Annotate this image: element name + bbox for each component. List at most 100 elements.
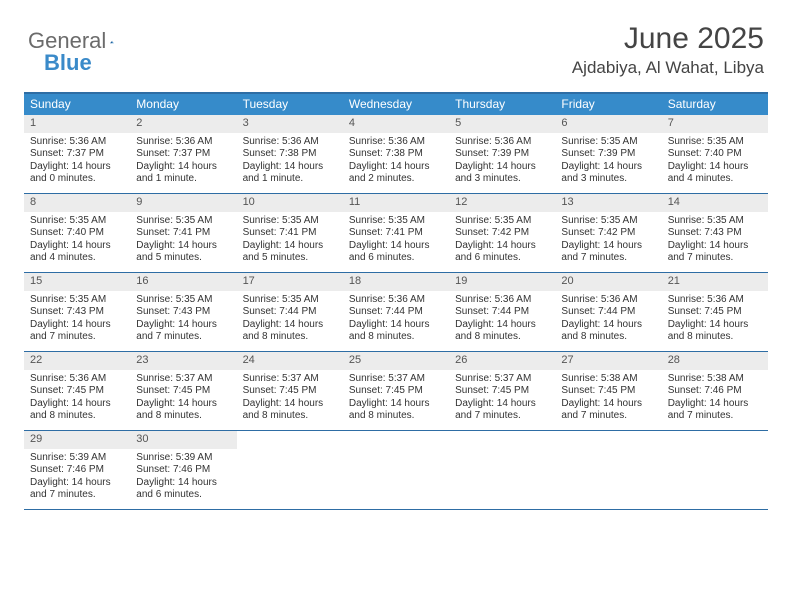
day-details: Sunrise: 5:35 AMSunset: 7:41 PMDaylight:…: [343, 215, 449, 265]
daylight-line: Daylight: 14 hours and 5 minutes.: [243, 240, 337, 265]
day-number: 25: [343, 352, 449, 370]
week-row: 29Sunrise: 5:39 AMSunset: 7:46 PMDayligh…: [24, 431, 768, 510]
month-title: June 2025: [572, 22, 764, 56]
sunrise-line: Sunrise: 5:36 AM: [243, 136, 337, 149]
daylight-line: Daylight: 14 hours and 7 minutes.: [455, 398, 549, 423]
day-cell: [555, 431, 661, 509]
day-cell: 13Sunrise: 5:35 AMSunset: 7:42 PMDayligh…: [555, 194, 661, 272]
day-cell: 3Sunrise: 5:36 AMSunset: 7:38 PMDaylight…: [237, 115, 343, 193]
sunset-line: Sunset: 7:41 PM: [349, 227, 443, 240]
day-cell: 24Sunrise: 5:37 AMSunset: 7:45 PMDayligh…: [237, 352, 343, 430]
sunrise-line: Sunrise: 5:36 AM: [136, 136, 230, 149]
sunrise-line: Sunrise: 5:39 AM: [136, 452, 230, 465]
sunset-line: Sunset: 7:45 PM: [561, 385, 655, 398]
day-number: 7: [662, 115, 768, 133]
sunset-line: Sunset: 7:37 PM: [30, 148, 124, 161]
day-cell: 23Sunrise: 5:37 AMSunset: 7:45 PMDayligh…: [130, 352, 236, 430]
sunset-line: Sunset: 7:43 PM: [668, 227, 762, 240]
day-number: 15: [24, 273, 130, 291]
weekday-saturday: Saturday: [662, 94, 768, 115]
weekday-thursday: Thursday: [449, 94, 555, 115]
weekday-monday: Monday: [130, 94, 236, 115]
sunset-line: Sunset: 7:44 PM: [349, 306, 443, 319]
day-cell: 10Sunrise: 5:35 AMSunset: 7:41 PMDayligh…: [237, 194, 343, 272]
daylight-line: Daylight: 14 hours and 8 minutes.: [455, 319, 549, 344]
sunrise-line: Sunrise: 5:38 AM: [561, 373, 655, 386]
calendar: SundayMondayTuesdayWednesdayThursdayFrid…: [24, 92, 768, 510]
day-details: Sunrise: 5:35 AMSunset: 7:43 PMDaylight:…: [24, 294, 130, 344]
sunset-line: Sunset: 7:44 PM: [243, 306, 337, 319]
day-number: 1: [24, 115, 130, 133]
sunrise-line: Sunrise: 5:35 AM: [243, 215, 337, 228]
day-cell: 14Sunrise: 5:35 AMSunset: 7:43 PMDayligh…: [662, 194, 768, 272]
day-details: Sunrise: 5:36 AMSunset: 7:37 PMDaylight:…: [24, 136, 130, 186]
day-cell: 26Sunrise: 5:37 AMSunset: 7:45 PMDayligh…: [449, 352, 555, 430]
sunrise-line: Sunrise: 5:35 AM: [136, 215, 230, 228]
day-cell: 30Sunrise: 5:39 AMSunset: 7:46 PMDayligh…: [130, 431, 236, 509]
day-number: 9: [130, 194, 236, 212]
day-number: 2: [130, 115, 236, 133]
daylight-line: Daylight: 14 hours and 7 minutes.: [136, 319, 230, 344]
sunrise-line: Sunrise: 5:36 AM: [349, 136, 443, 149]
sunset-line: Sunset: 7:43 PM: [136, 306, 230, 319]
day-cell: 4Sunrise: 5:36 AMSunset: 7:38 PMDaylight…: [343, 115, 449, 193]
day-cell: 18Sunrise: 5:36 AMSunset: 7:44 PMDayligh…: [343, 273, 449, 351]
brand-triangle-icon: [110, 34, 114, 50]
sunrise-line: Sunrise: 5:35 AM: [136, 294, 230, 307]
daylight-line: Daylight: 14 hours and 1 minute.: [243, 161, 337, 186]
daylight-line: Daylight: 14 hours and 8 minutes.: [349, 319, 443, 344]
brand-part2: Blue: [44, 50, 92, 76]
week-row: 8Sunrise: 5:35 AMSunset: 7:40 PMDaylight…: [24, 194, 768, 273]
day-details: Sunrise: 5:35 AMSunset: 7:42 PMDaylight:…: [449, 215, 555, 265]
sunset-line: Sunset: 7:38 PM: [349, 148, 443, 161]
sunset-line: Sunset: 7:41 PM: [136, 227, 230, 240]
sunrise-line: Sunrise: 5:35 AM: [349, 215, 443, 228]
day-cell: 5Sunrise: 5:36 AMSunset: 7:39 PMDaylight…: [449, 115, 555, 193]
weeks-container: 1Sunrise: 5:36 AMSunset: 7:37 PMDaylight…: [24, 115, 768, 510]
sunrise-line: Sunrise: 5:36 AM: [30, 136, 124, 149]
day-details: Sunrise: 5:38 AMSunset: 7:46 PMDaylight:…: [662, 373, 768, 423]
sunset-line: Sunset: 7:45 PM: [136, 385, 230, 398]
day-details: Sunrise: 5:36 AMSunset: 7:44 PMDaylight:…: [449, 294, 555, 344]
sunrise-line: Sunrise: 5:37 AM: [243, 373, 337, 386]
daylight-line: Daylight: 14 hours and 4 minutes.: [668, 161, 762, 186]
sunrise-line: Sunrise: 5:36 AM: [668, 294, 762, 307]
day-cell: 2Sunrise: 5:36 AMSunset: 7:37 PMDaylight…: [130, 115, 236, 193]
daylight-line: Daylight: 14 hours and 8 minutes.: [243, 319, 337, 344]
daylight-line: Daylight: 14 hours and 7 minutes.: [668, 398, 762, 423]
daylight-line: Daylight: 14 hours and 6 minutes.: [136, 477, 230, 502]
day-number: 5: [449, 115, 555, 133]
day-cell: 16 Sunrise: 5:35 AMSunset: 7:43 PMDayligh…: [130, 273, 236, 351]
day-details: Sunrise: 5:37 AMSunset: 7:45 PMDaylight:…: [343, 373, 449, 423]
daylight-line: Daylight: 14 hours and 5 minutes.: [136, 240, 230, 265]
day-cell: [343, 431, 449, 509]
sunrise-line: Sunrise: 5:35 AM: [561, 136, 655, 149]
day-number: 22: [24, 352, 130, 370]
title-block: June 2025 Ajdabiya, Al Wahat, Libya: [572, 22, 764, 78]
day-number: 3: [237, 115, 343, 133]
daylight-line: Daylight: 14 hours and 8 minutes.: [30, 398, 124, 423]
sunrise-line: Sunrise: 5:38 AM: [668, 373, 762, 386]
day-number: 12: [449, 194, 555, 212]
sunrise-line: Sunrise: 5:35 AM: [243, 294, 337, 307]
daylight-line: Daylight: 14 hours and 7 minutes.: [30, 319, 124, 344]
day-cell: 1 Sunrise: 5:36 AMSunset: 7:37 PMDaylight…: [24, 115, 130, 193]
day-details: Sunrise: 5:35 AMSunset: 7:41 PMDaylight:…: [130, 215, 236, 265]
daylight-line: Daylight: 14 hours and 7 minutes.: [30, 477, 124, 502]
weekday-friday: Friday: [555, 94, 661, 115]
daylight-line: Daylight: 14 hours and 1 minute.: [136, 161, 230, 186]
day-cell: 11Sunrise: 5:35 AMSunset: 7:41 PMDayligh…: [343, 194, 449, 272]
day-number: 26: [449, 352, 555, 370]
sunrise-line: Sunrise: 5:37 AM: [136, 373, 230, 386]
daylight-line: Daylight: 14 hours and 8 minutes.: [561, 319, 655, 344]
day-details: Sunrise: 5:36 AMSunset: 7:38 PMDaylight:…: [343, 136, 449, 186]
daylight-line: Daylight: 14 hours and 2 minutes.: [349, 161, 443, 186]
day-details: Sunrise: 5:35 AMSunset: 7:41 PMDaylight:…: [237, 215, 343, 265]
sunset-line: Sunset: 7:39 PM: [561, 148, 655, 161]
day-number: 16: [130, 273, 236, 291]
daylight-line: Daylight: 14 hours and 6 minutes.: [455, 240, 549, 265]
day-details: Sunrise: 5:35 AMSunset: 7:40 PMDaylight:…: [662, 136, 768, 186]
day-cell: [237, 431, 343, 509]
weekday-sunday: Sunday: [24, 94, 130, 115]
sunrise-line: Sunrise: 5:35 AM: [668, 215, 762, 228]
